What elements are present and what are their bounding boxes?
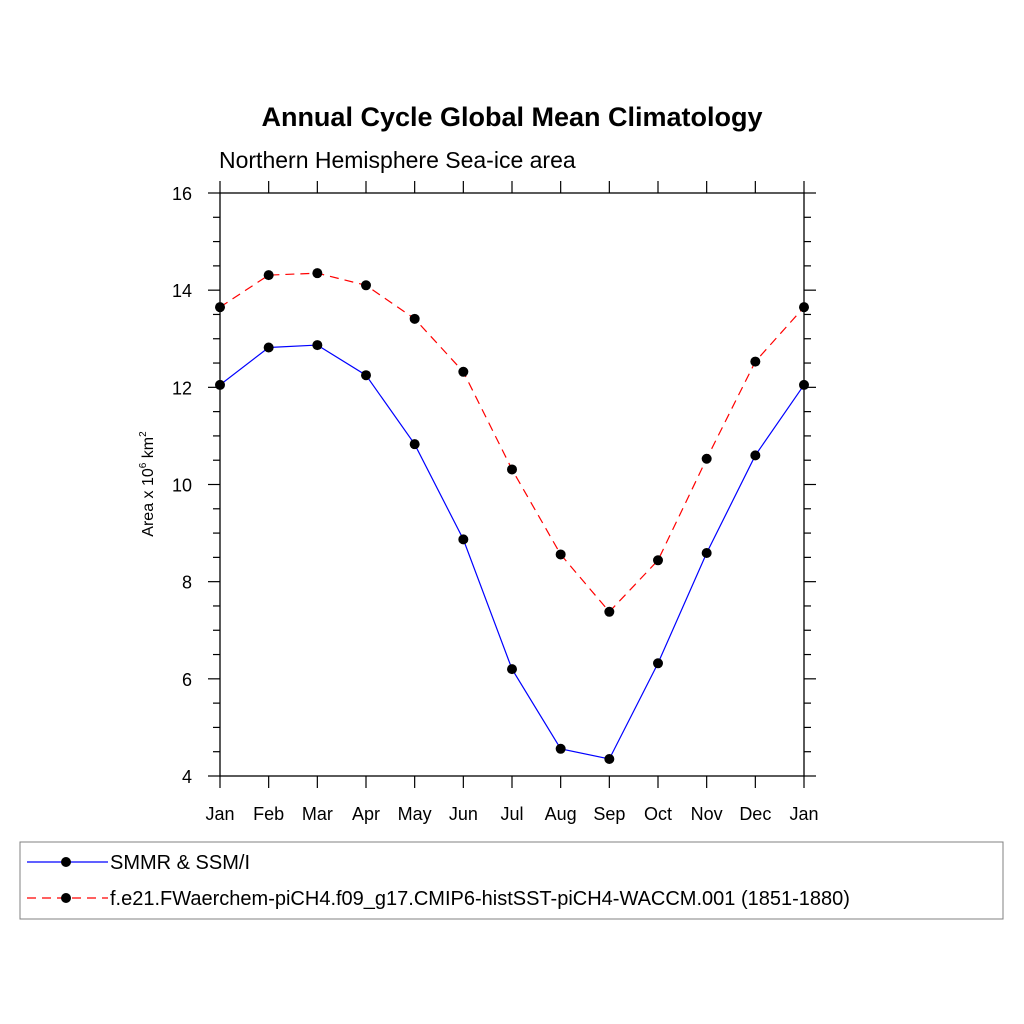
y-axis-label-unit: km	[140, 437, 157, 463]
data-point	[799, 379, 809, 390]
x-tick-label: Aug	[545, 804, 577, 824]
data-point	[555, 743, 566, 754]
data-point	[409, 439, 420, 450]
x-tick-label: Dec	[739, 804, 771, 824]
y-axis-label-exponent-1: 6	[138, 462, 149, 468]
data-point	[750, 450, 761, 461]
y-tick-labels: 4 6 8 10 12 14 16	[172, 184, 192, 787]
legend-label: SMMR & SSM/I	[110, 852, 250, 874]
y-axis-label: Area x 106 km2	[138, 431, 157, 537]
data-point	[361, 370, 371, 381]
data-point	[312, 340, 323, 351]
data-point	[701, 548, 712, 559]
x-tick-label: Jun	[449, 804, 478, 824]
plot-frame	[219, 192, 805, 777]
legend: SMMR & SSM/I f.e21.FWaerchem-piCH4.f09_g1…	[19, 841, 1004, 920]
data-point	[263, 270, 274, 281]
data-point	[409, 313, 420, 324]
data-point	[215, 302, 225, 313]
series-line	[219, 272, 805, 613]
chart-subtitle: Northern Hemisphere Sea-ice area	[219, 147, 576, 173]
x-tick-label: Nov	[691, 804, 723, 824]
y-tick-label: 4	[182, 767, 192, 787]
data-point	[458, 534, 469, 545]
x-tick-label: Mar	[302, 804, 333, 824]
data-point	[215, 379, 225, 390]
y-axis-label-base: Area x 10	[140, 468, 157, 537]
data-point	[653, 555, 663, 566]
legend-item: f.e21.FWaerchem-piCH4.f09_g17.CMIP6-hist…	[27, 888, 850, 910]
y-axis-label-exponent-2: 2	[138, 431, 149, 437]
legend-label: f.e21.FWaerchem-piCH4.f09_g17.CMIP6-hist…	[110, 888, 850, 910]
x-tick-label: Feb	[253, 804, 284, 824]
x-tick-labels: Jan Feb Mar Apr May Jun Jul Aug Sep Oct Nov Dec Jan	[205, 804, 818, 824]
series-2	[215, 268, 809, 617]
series-line	[219, 344, 805, 760]
data-point	[458, 366, 469, 377]
legend-marker	[61, 857, 71, 867]
data-point	[799, 302, 809, 313]
data-point	[263, 342, 274, 353]
axis-ticks	[208, 181, 816, 788]
x-tick-label: Jul	[500, 804, 523, 824]
legend-items: SMMR & SSM/I f.e21.FWaerchem-piCH4.f09_g1…	[27, 852, 850, 910]
data-point	[312, 268, 323, 279]
y-tick-label: 14	[172, 281, 192, 301]
y-tick-label: 6	[182, 670, 192, 690]
x-tick-label: Jan	[205, 804, 234, 824]
legend-box	[19, 841, 1004, 920]
data-point	[507, 464, 517, 475]
x-tick-label: Apr	[352, 804, 380, 824]
x-tick-label: May	[398, 804, 432, 824]
y-tick-label: 16	[172, 184, 192, 204]
data-point	[604, 753, 615, 764]
legend-marker	[61, 893, 71, 903]
x-tick-label: Jan	[789, 804, 818, 824]
x-tick-label: Oct	[644, 804, 672, 824]
data-point	[555, 549, 566, 560]
legend-item: SMMR & SSM/I	[27, 852, 250, 874]
y-tick-label: 10	[172, 476, 192, 496]
x-tick-label: Sep	[593, 804, 625, 824]
data-point	[604, 606, 615, 617]
data-point	[653, 658, 663, 669]
data-point	[507, 664, 517, 675]
data-point	[750, 356, 761, 367]
data-point	[361, 280, 371, 291]
series-layer	[215, 268, 809, 764]
y-tick-label: 8	[182, 573, 192, 593]
data-point	[701, 453, 712, 464]
series-1	[215, 340, 809, 764]
chart-title: Annual Cycle Global Mean Climatology	[261, 102, 762, 132]
y-tick-label: 12	[172, 378, 192, 398]
